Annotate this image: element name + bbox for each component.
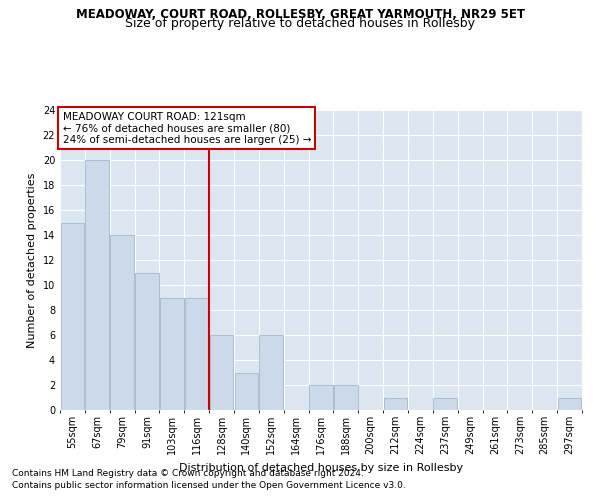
Bar <box>61 222 84 410</box>
Text: MEADOWAY COURT ROAD: 121sqm
← 76% of detached houses are smaller (80)
24% of sem: MEADOWAY COURT ROAD: 121sqm ← 76% of det… <box>62 112 311 144</box>
Y-axis label: Number of detached properties: Number of detached properties <box>27 172 37 348</box>
Bar <box>85 160 109 410</box>
Bar <box>259 335 283 410</box>
Bar <box>160 298 184 410</box>
Bar <box>185 298 209 410</box>
Text: Contains HM Land Registry data © Crown copyright and database right 2024.: Contains HM Land Registry data © Crown c… <box>12 468 364 477</box>
Bar <box>309 385 333 410</box>
Bar <box>135 272 159 410</box>
Bar <box>558 398 581 410</box>
Bar <box>384 398 407 410</box>
Bar <box>110 235 134 410</box>
Text: MEADOWAY, COURT ROAD, ROLLESBY, GREAT YARMOUTH, NR29 5ET: MEADOWAY, COURT ROAD, ROLLESBY, GREAT YA… <box>76 8 524 20</box>
Text: Contains public sector information licensed under the Open Government Licence v3: Contains public sector information licen… <box>12 481 406 490</box>
X-axis label: Distribution of detached houses by size in Rollesby: Distribution of detached houses by size … <box>179 462 463 472</box>
Text: Size of property relative to detached houses in Rollesby: Size of property relative to detached ho… <box>125 18 475 30</box>
Bar <box>210 335 233 410</box>
Bar <box>334 385 358 410</box>
Bar <box>433 398 457 410</box>
Bar <box>235 372 258 410</box>
